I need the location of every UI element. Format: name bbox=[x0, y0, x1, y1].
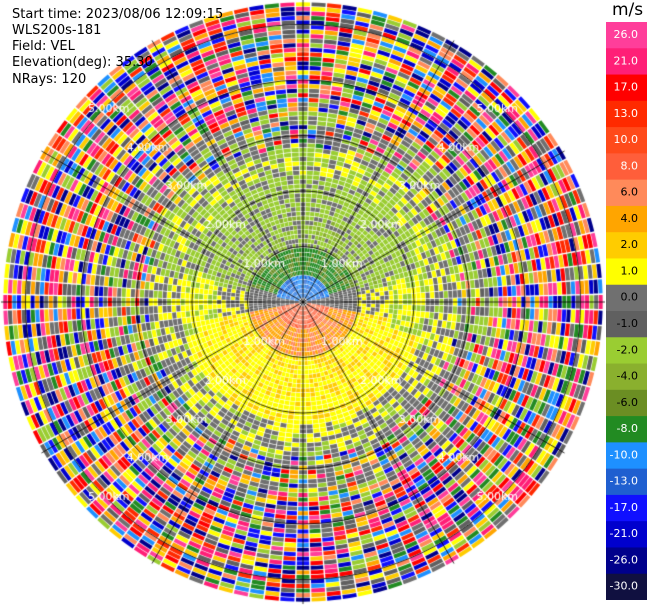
colorbar-tick-label: 4.0 bbox=[621, 212, 639, 225]
colorbar-tick-label: 2.0 bbox=[621, 238, 639, 251]
colorbar-tick-label: 13.0 bbox=[614, 107, 639, 120]
instrument-label: WLS200s-181 bbox=[12, 23, 102, 38]
colorbar-swatch bbox=[606, 153, 647, 181]
colorbar-tick-label: -17.0 bbox=[610, 501, 638, 514]
colorbar-swatch bbox=[606, 521, 647, 548]
colorbar-swatch bbox=[606, 311, 647, 338]
colorbar-swatch bbox=[606, 468, 647, 496]
colorbar-tick-label: 10.0 bbox=[614, 133, 639, 146]
colorbar-swatch bbox=[606, 337, 647, 365]
colorbar-swatch bbox=[606, 573, 647, 600]
field-label: Field: VEL bbox=[12, 39, 75, 54]
colorbar-swatch bbox=[606, 48, 647, 76]
colorbar-tick-label: -26.0 bbox=[610, 553, 638, 566]
colorbar-unit: m/s bbox=[612, 0, 644, 20]
colorbar-swatch bbox=[606, 389, 647, 417]
colorbar-swatch bbox=[606, 258, 647, 286]
colorbar-tick-label: -4.0 bbox=[617, 370, 638, 383]
colorbar-swatch bbox=[606, 232, 647, 259]
colorbar-swatch bbox=[606, 494, 647, 522]
colorbar-tick-label: -30.0 bbox=[610, 580, 638, 593]
colorbar-tick-label: -6.0 bbox=[617, 396, 638, 409]
colorbar-tick-label: -2.0 bbox=[617, 343, 638, 356]
colorbar-tick-label: 17.0 bbox=[614, 81, 639, 94]
elevation-label: Elevation(deg): 35.30 bbox=[12, 55, 153, 70]
colorbar-swatch bbox=[606, 416, 647, 443]
colorbar-tick-label: 8.0 bbox=[621, 159, 639, 172]
colorbar-tick-label: -8.0 bbox=[617, 422, 638, 435]
colorbar-swatch bbox=[606, 127, 647, 154]
colorbar-tick-label: -21.0 bbox=[610, 527, 638, 540]
colorbar-tick-label: 0.0 bbox=[621, 291, 639, 304]
start-time-label: Start time: 2023/08/06 12:09:15 bbox=[12, 7, 224, 22]
colorbar-tick-label: 26.0 bbox=[614, 28, 639, 41]
colorbar-swatch bbox=[606, 205, 647, 233]
colorbar-tick-label: 1.0 bbox=[621, 264, 639, 277]
nrays-label: NRays: 120 bbox=[12, 72, 87, 87]
colorbar-swatch bbox=[606, 442, 647, 470]
colorbar-swatch bbox=[606, 179, 647, 207]
colorbar-swatch bbox=[606, 100, 647, 128]
colorbar: 26.0 21.0 17.0 13.0 10.0 8.0 6.0 4.0 2.0 1.0 0.0 -1… bbox=[606, 22, 647, 600]
colorbar-swatch bbox=[606, 547, 647, 575]
colorbar-swatch bbox=[606, 284, 647, 312]
colorbar-tick-label: 21.0 bbox=[614, 54, 639, 67]
colorbar-swatch bbox=[606, 74, 647, 102]
colorbar-tick-label: -1.0 bbox=[617, 317, 638, 330]
colorbar-swatch bbox=[606, 22, 647, 49]
colorbar-tick-label: -13.0 bbox=[610, 475, 638, 488]
colorbar-tick-label: -10.0 bbox=[610, 448, 638, 461]
colorbar-swatch bbox=[606, 363, 647, 391]
colorbar-tick-label: 6.0 bbox=[621, 186, 639, 199]
